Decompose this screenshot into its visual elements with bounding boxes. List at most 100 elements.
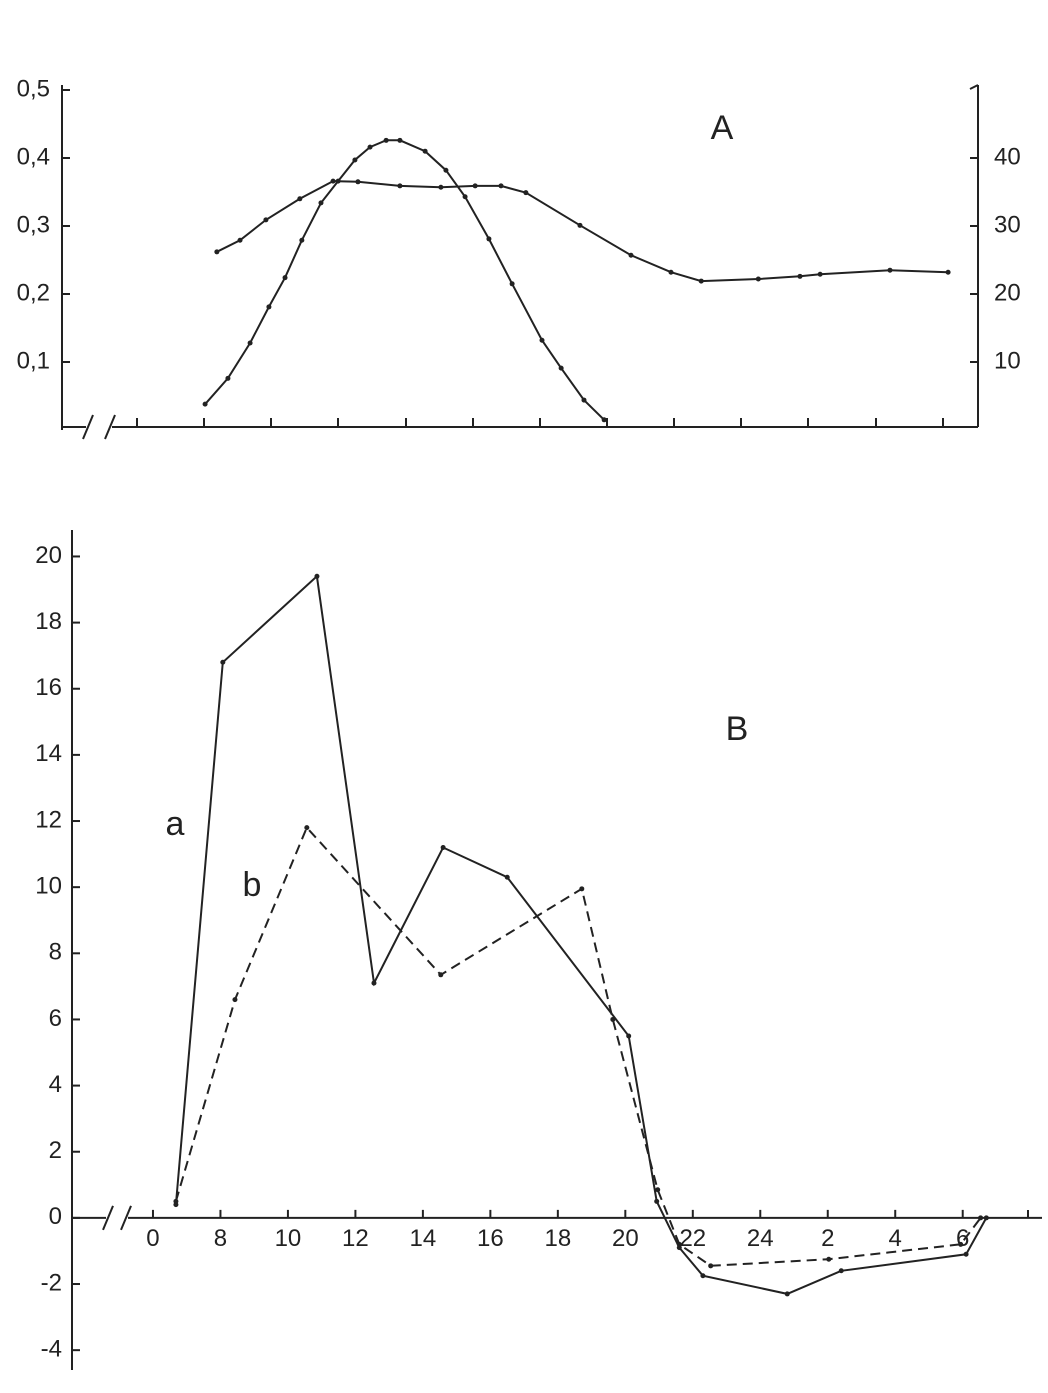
data-point <box>558 365 564 371</box>
y-tick-label: 2 <box>49 1137 62 1164</box>
axis-break <box>104 414 116 440</box>
data-point <box>539 337 545 343</box>
y2-tick-label: 40 <box>994 143 1021 170</box>
y2-axis-top-tick <box>969 84 979 90</box>
data-point <box>422 148 428 154</box>
x-tick-label: 4 <box>889 1225 902 1252</box>
y-tick-label: 0,4 <box>17 143 50 170</box>
series-line <box>216 180 949 283</box>
y-tick-label: 18 <box>35 608 62 635</box>
data-point <box>708 1263 714 1269</box>
data-point <box>355 179 361 185</box>
axis-break <box>120 1205 132 1231</box>
data-point <box>698 278 704 284</box>
data-point <box>577 222 583 228</box>
data-point <box>601 417 607 423</box>
series-line <box>174 825 982 1267</box>
data-point <box>498 183 504 189</box>
data-point <box>755 276 761 282</box>
y-tick-label: 10 <box>35 873 62 900</box>
data-point <box>784 1291 790 1297</box>
data-point <box>978 1215 984 1221</box>
data-point <box>237 237 243 243</box>
y-tick-label: 0 <box>49 1203 62 1230</box>
y-tick-label: 12 <box>35 806 62 833</box>
data-point <box>263 217 269 223</box>
data-point <box>440 844 446 850</box>
data-point <box>297 196 303 202</box>
data-point <box>330 178 336 184</box>
data-point <box>504 874 510 880</box>
data-point <box>887 267 893 273</box>
data-point <box>397 137 403 143</box>
data-point <box>318 200 324 206</box>
data-point <box>676 1241 682 1247</box>
data-point <box>826 1256 832 1262</box>
x-tick-label: 6 <box>956 1225 969 1252</box>
y-tick-label: 0,5 <box>17 75 50 102</box>
data-point <box>486 236 492 242</box>
data-point <box>173 1198 179 1204</box>
y-tick-label: 0,3 <box>17 211 50 238</box>
x-tick-label: 22 <box>679 1225 706 1252</box>
x-tick-label: 2 <box>821 1225 834 1252</box>
data-point <box>654 1198 660 1204</box>
data-point <box>367 144 373 150</box>
series-label: a <box>166 805 185 843</box>
data-point <box>963 1251 969 1257</box>
data-point <box>945 269 951 275</box>
data-point <box>438 972 444 978</box>
panel-a-x-ticks <box>136 84 979 427</box>
data-point <box>232 997 238 1003</box>
data-point <box>958 1241 964 1247</box>
data-point <box>266 304 272 310</box>
data-point <box>214 249 220 255</box>
y-tick-label: -2 <box>41 1269 62 1296</box>
data-point <box>352 157 358 163</box>
y-tick-label: 4 <box>49 1071 62 1098</box>
data-point <box>668 269 674 275</box>
data-point <box>397 183 403 189</box>
y-tick-label: 8 <box>49 939 62 966</box>
data-point <box>509 281 515 287</box>
data-point <box>610 1016 616 1022</box>
x-tick-label: 10 <box>275 1225 302 1252</box>
data-point <box>247 340 253 346</box>
data-point <box>462 194 468 200</box>
x-tick-label: 14 <box>410 1225 437 1252</box>
y-tick-label: 20 <box>35 542 62 569</box>
y-tick-label: 0,1 <box>17 347 50 374</box>
data-point <box>314 573 320 579</box>
data-point <box>438 184 444 190</box>
y2-tick-label: 10 <box>994 347 1021 374</box>
axis-break <box>102 1205 114 1231</box>
data-point <box>443 167 449 173</box>
axis-break <box>82 414 94 440</box>
data-point <box>628 252 634 258</box>
x-tick-label: 0 <box>146 1225 159 1252</box>
data-point <box>797 273 803 279</box>
panel-title: A <box>711 109 734 147</box>
y-tick-label: 6 <box>49 1005 62 1032</box>
data-point <box>202 401 208 407</box>
data-point <box>523 190 529 196</box>
y-tick-label: 14 <box>35 740 62 767</box>
x-tick-label: 18 <box>544 1225 571 1252</box>
x-tick-label: 16 <box>477 1225 504 1252</box>
data-point <box>304 825 310 831</box>
x-tick-label: 12 <box>342 1225 369 1252</box>
y2-tick-label: 30 <box>994 211 1021 238</box>
data-point <box>838 1268 844 1274</box>
series-label: b <box>243 866 262 904</box>
data-point <box>472 183 478 189</box>
data-point <box>626 1033 632 1039</box>
data-point <box>983 1215 989 1221</box>
series-line <box>174 574 988 1295</box>
data-point <box>371 980 377 986</box>
data-point <box>225 375 231 381</box>
y2-tick-label: 20 <box>994 279 1021 306</box>
data-point <box>581 397 587 403</box>
